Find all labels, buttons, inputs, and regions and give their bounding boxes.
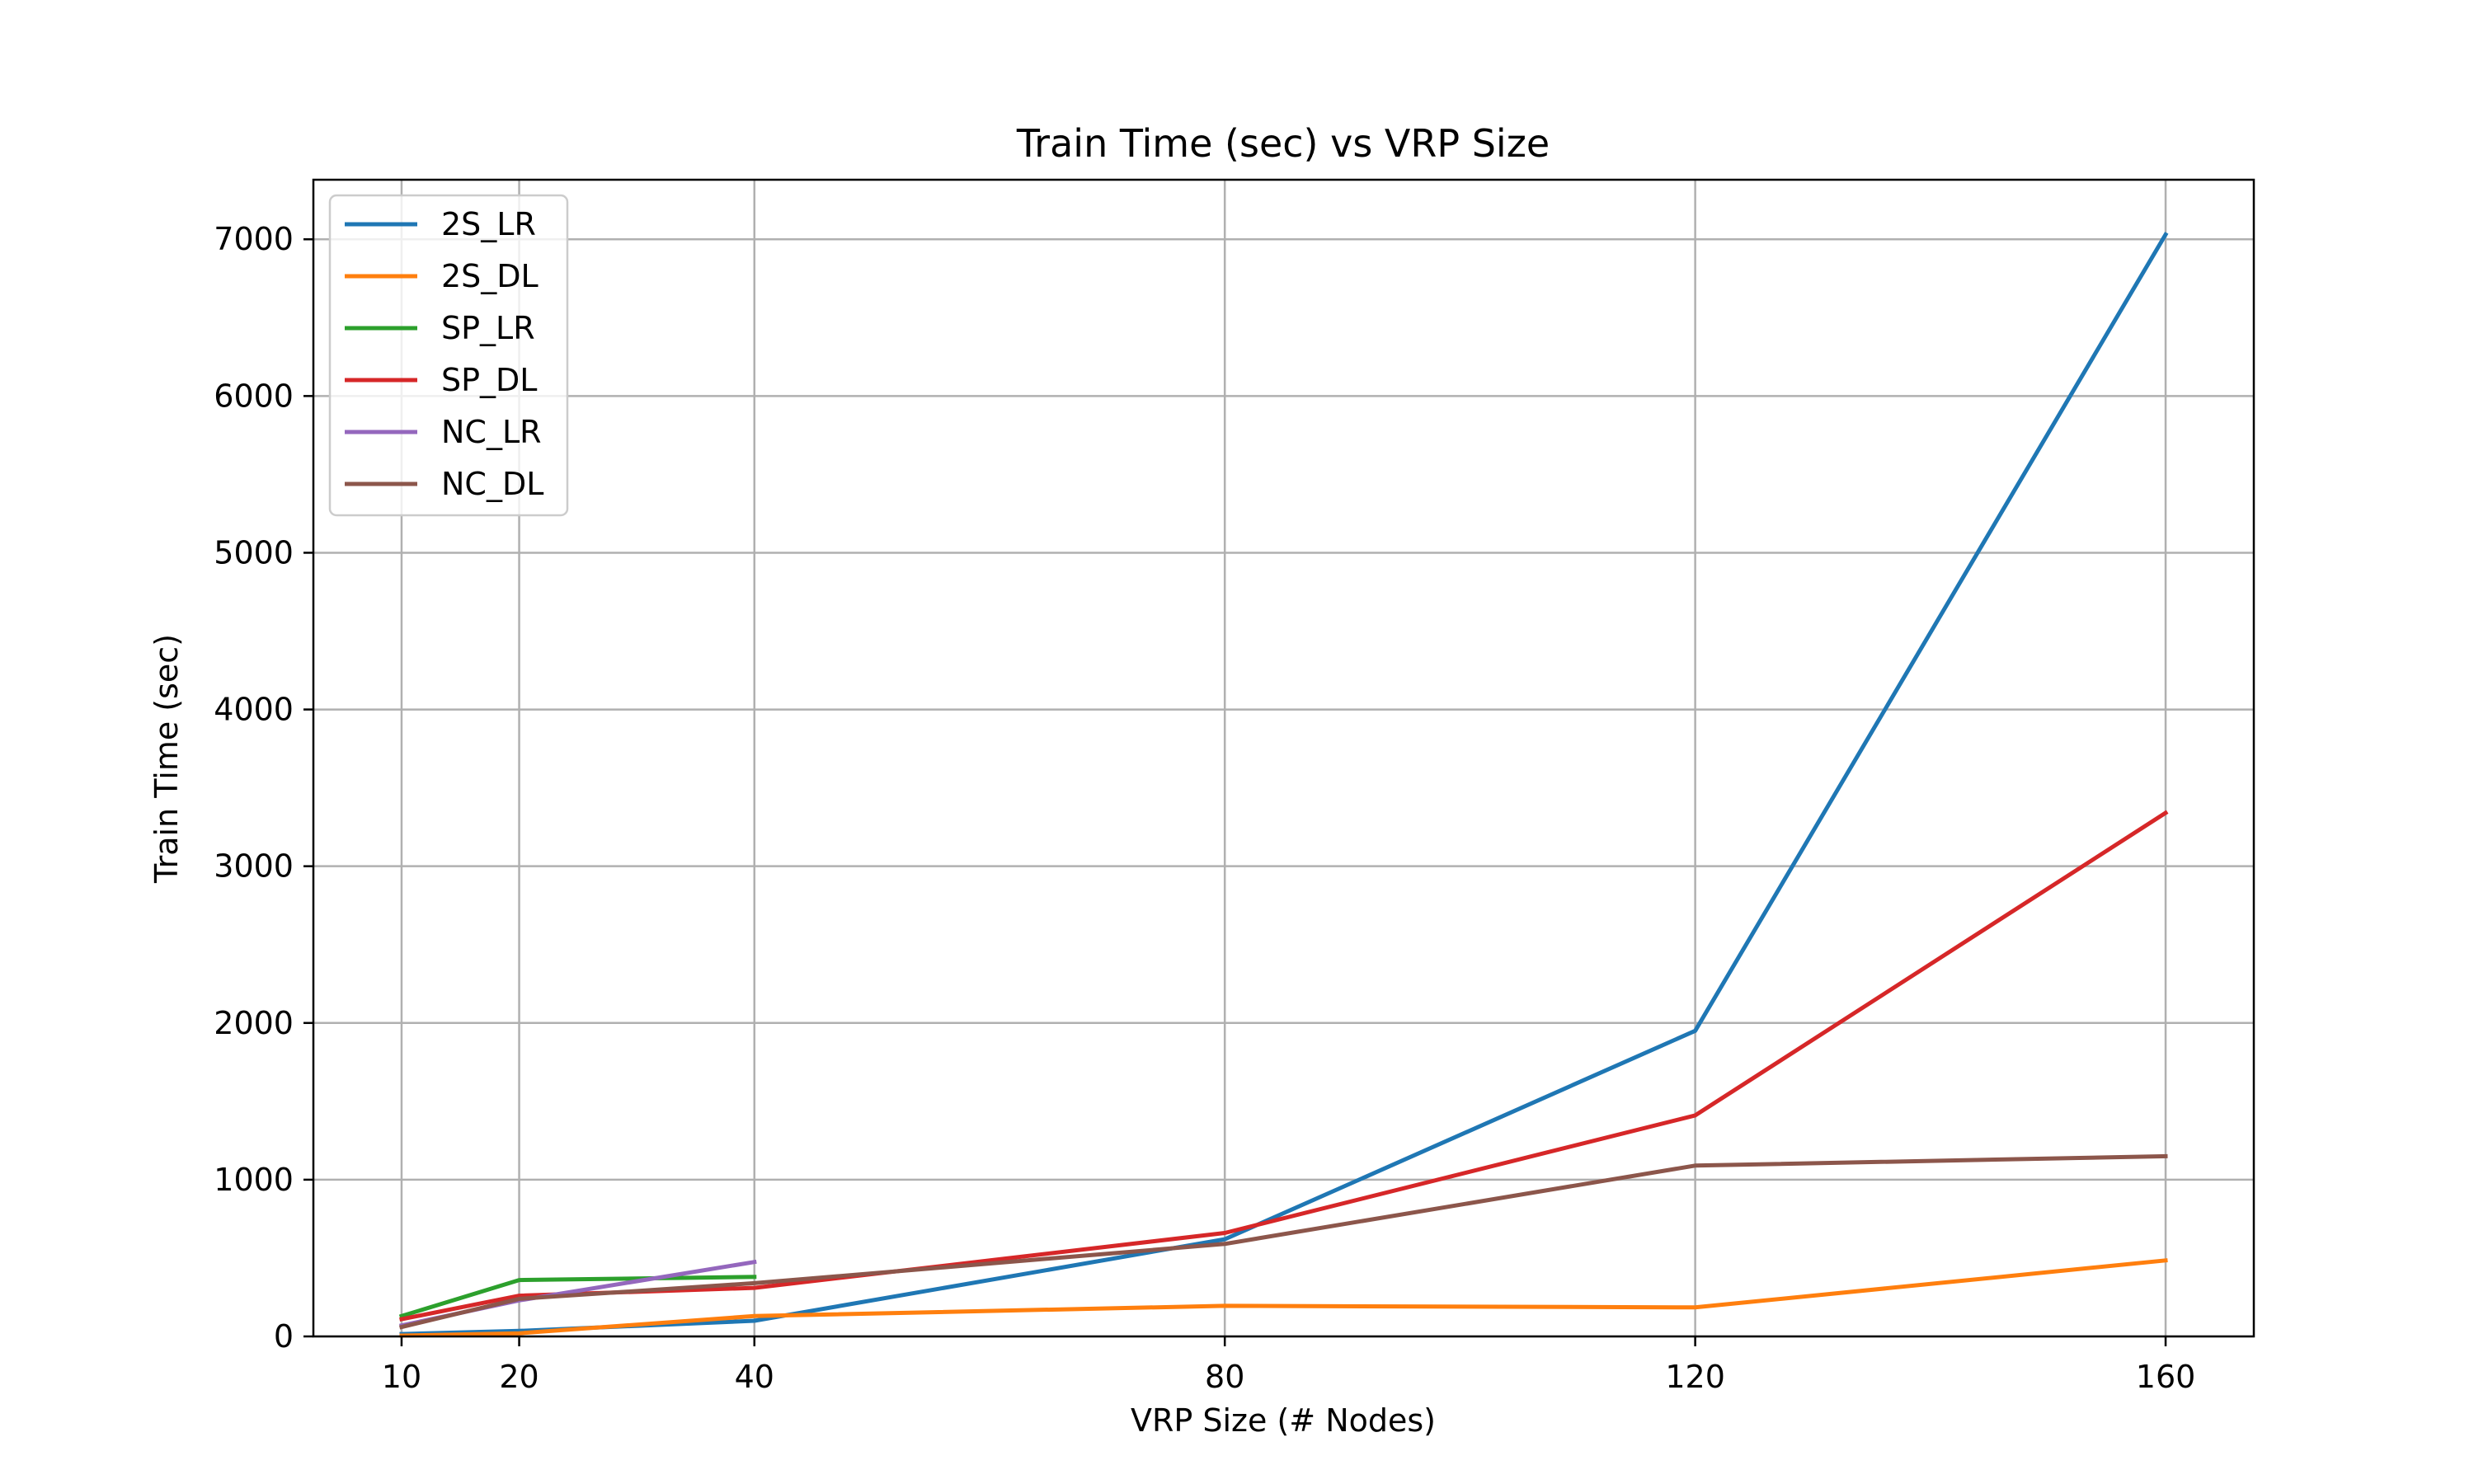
legend-label: SP_LR [441,310,535,346]
y-axis-label: Train Time (sec) [148,634,185,884]
y-tick-label: 2000 [214,1005,294,1041]
plot-lines [398,232,2169,1338]
chart-title: Train Time (sec) vs VRP Size [1016,121,1550,166]
series-line-2s-dl [399,1258,2168,1338]
series-line-sp-dl [399,810,2169,1322]
x-tick-label: 10 [382,1359,421,1395]
axis-ticks: 10 20 40 80 120 160 0 1000 2000 3000 4000 5000 6000 7… [214,221,2195,1395]
legend-label: NC_DL [441,466,543,502]
x-tick-label: 160 [2136,1359,2196,1395]
y-tick-label: 1000 [214,1162,294,1198]
legend-label: 2S_LR [441,206,536,242]
legend-label: NC_LR [441,414,542,450]
grid [313,180,2254,1338]
series-line-nc-dl [398,1153,2168,1330]
legend: 2S_LR 2S_DL SP_LR SP_DL NC_LR NC_DL [328,194,569,517]
y-tick-label: 3000 [214,848,294,885]
x-tick-label: 120 [1665,1359,1725,1395]
series-line-2s-lr [399,232,2169,1336]
y-tick-label: 0 [274,1318,294,1355]
plot-frame [312,178,2255,1338]
legend-label: SP_DL [441,362,537,398]
y-tick-label: 6000 [214,378,294,414]
y-tick-label: 4000 [214,692,294,728]
x-tick-label: 40 [735,1359,774,1395]
y-tick-label: 5000 [214,534,294,571]
legend-label: 2S_DL [441,258,539,294]
x-axis-label: VRP Size (# Nodes) [1131,1402,1436,1439]
y-tick-label: 7000 [214,221,294,257]
series-line-sp-lr [398,1275,757,1319]
x-tick-label: 80 [1205,1359,1244,1395]
x-tick-label: 20 [499,1359,539,1395]
